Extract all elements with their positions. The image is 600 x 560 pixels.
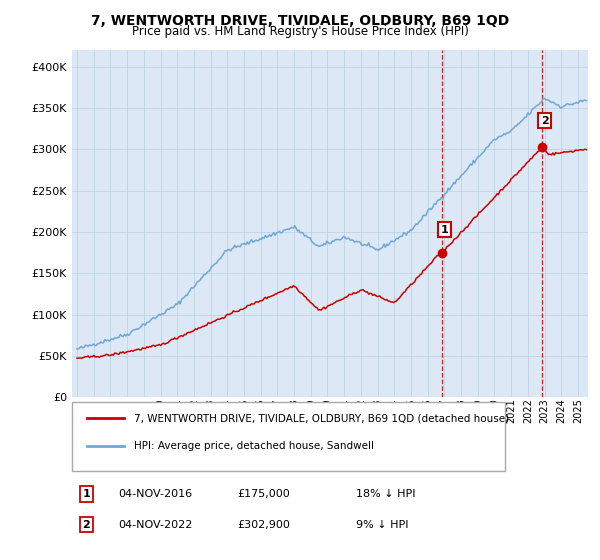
Text: 18% ↓ HPI: 18% ↓ HPI — [356, 489, 415, 499]
FancyBboxPatch shape — [72, 402, 505, 472]
Text: 04-NOV-2016: 04-NOV-2016 — [118, 489, 193, 499]
Text: 7, WENTWORTH DRIVE, TIVIDALE, OLDBURY, B69 1QD: 7, WENTWORTH DRIVE, TIVIDALE, OLDBURY, B… — [91, 14, 509, 28]
Text: 1: 1 — [440, 225, 448, 235]
Text: 2: 2 — [541, 116, 548, 125]
Text: Price paid vs. HM Land Registry's House Price Index (HPI): Price paid vs. HM Land Registry's House … — [131, 25, 469, 38]
Text: 9% ↓ HPI: 9% ↓ HPI — [356, 520, 409, 530]
Text: £175,000: £175,000 — [237, 489, 290, 499]
Text: £302,900: £302,900 — [237, 520, 290, 530]
Text: HPI: Average price, detached house, Sandwell: HPI: Average price, detached house, Sand… — [134, 441, 374, 451]
Text: 7, WENTWORTH DRIVE, TIVIDALE, OLDBURY, B69 1QD (detached house): 7, WENTWORTH DRIVE, TIVIDALE, OLDBURY, B… — [134, 413, 509, 423]
Text: 1: 1 — [82, 489, 90, 499]
Text: 04-NOV-2022: 04-NOV-2022 — [118, 520, 193, 530]
Text: 2: 2 — [82, 520, 90, 530]
